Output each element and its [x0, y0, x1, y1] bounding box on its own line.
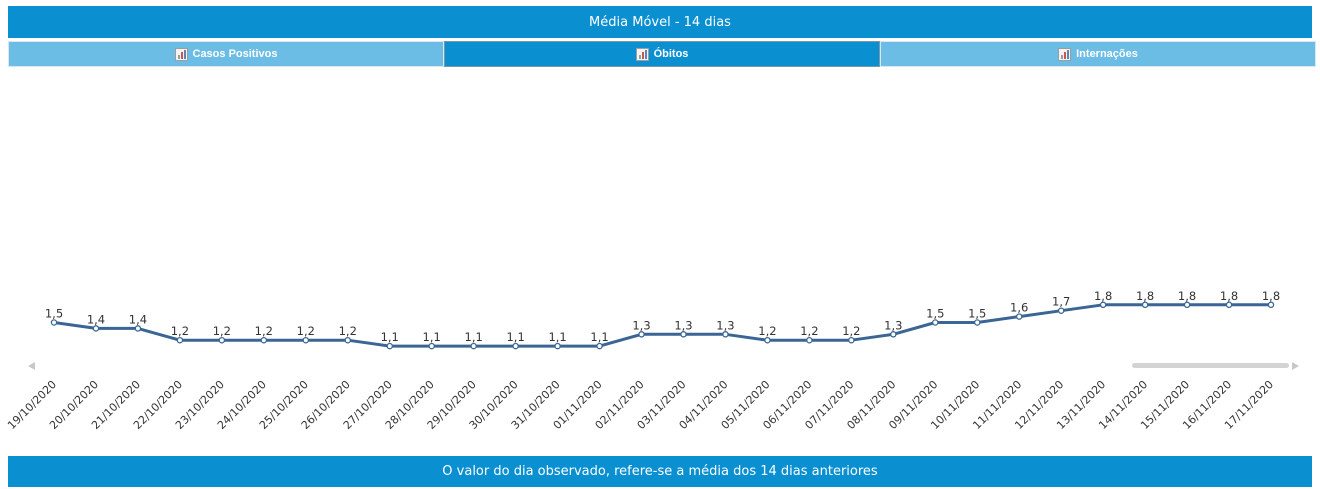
data-label: 1,3 [716, 318, 734, 332]
chart-title: Média Móvel - 14 dias [589, 14, 731, 30]
data-label: 1,1 [423, 330, 441, 344]
tab-label: Casos Positivos [192, 48, 278, 60]
data-label: 1,3 [674, 318, 692, 332]
data-point[interactable] [302, 336, 310, 344]
data-point[interactable] [428, 342, 435, 350]
tab-label: Óbitos [653, 48, 689, 60]
data-point[interactable] [890, 331, 897, 338]
data-label: 1,5 [968, 307, 986, 321]
data-point[interactable] [680, 331, 687, 338]
data-label: 1,8 [1094, 289, 1112, 303]
scrollbar-thumb[interactable] [1132, 363, 1289, 368]
bar-chart-icon [1058, 47, 1072, 61]
tab-internacoes[interactable]: Internações [880, 41, 1316, 67]
scroll-left-icon[interactable] [28, 362, 35, 370]
data-label: 1,8 [1262, 289, 1280, 303]
data-point[interactable] [1015, 313, 1023, 320]
data-point[interactable] [848, 336, 855, 344]
data-point[interactable] [1099, 301, 1107, 309]
data-point[interactable] [973, 319, 981, 326]
footer-note: O valor do dia observado, refere-se a mé… [442, 464, 878, 479]
data-label: 1,2 [339, 324, 357, 338]
data-label: 1,1 [381, 330, 399, 344]
data-label: 1,5 [45, 307, 63, 321]
data-point[interactable] [344, 336, 352, 344]
data-point[interactable] [554, 342, 561, 350]
moving-average-line-chart: 1,5 1,4 1,4 1,2 1,2 1,2 1,2 1,2 1,1 1,1 1,1 1,1 1,1 1… [5, 289, 1299, 432]
data-point[interactable] [1141, 301, 1149, 309]
data-point[interactable] [1057, 307, 1065, 314]
data-point[interactable] [512, 342, 519, 350]
data-label: 1,6 [1010, 301, 1028, 315]
data-point[interactable] [638, 331, 645, 338]
data-point[interactable] [596, 342, 603, 350]
data-point[interactable] [932, 319, 939, 326]
data-point[interactable] [764, 336, 771, 344]
chart-header: Média Móvel - 14 dias [8, 6, 1312, 38]
data-label: 1,1 [506, 330, 524, 344]
data-label: 1,2 [255, 324, 273, 338]
data-label: 1,5 [926, 307, 944, 321]
tab-bar: Casos Positivos Óbitos Internações [8, 41, 1316, 67]
tab-label: Internações [1076, 48, 1138, 60]
data-point[interactable] [806, 336, 813, 344]
data-point[interactable] [1183, 301, 1191, 309]
data-point[interactable] [50, 319, 58, 326]
data-point[interactable] [470, 342, 477, 350]
data-point[interactable] [134, 325, 142, 332]
tab-casos-positivos[interactable]: Casos Positivos [8, 41, 444, 67]
data-label: 1,7 [1052, 295, 1070, 309]
data-label: 1,8 [1220, 289, 1238, 303]
data-label: 1,2 [758, 324, 776, 338]
bar-chart-icon [174, 47, 188, 61]
bar-chart-icon [635, 47, 649, 61]
data-label: 1,2 [800, 324, 818, 338]
data-label: 1,3 [632, 318, 650, 332]
data-point[interactable] [386, 342, 393, 350]
data-point[interactable] [218, 336, 226, 344]
data-point[interactable] [260, 336, 268, 344]
data-point[interactable] [176, 336, 184, 344]
tab-obitos[interactable]: Óbitos [444, 41, 880, 67]
data-label: 1,2 [297, 324, 315, 338]
data-label: 1,4 [129, 312, 147, 326]
data-point[interactable] [1267, 301, 1275, 309]
chart-footer: O valor do dia observado, refere-se a mé… [8, 456, 1312, 487]
data-label: 1,2 [171, 324, 189, 338]
data-label: 1,1 [548, 330, 566, 344]
data-label: 1,2 [842, 324, 860, 338]
data-point[interactable] [1225, 301, 1233, 309]
data-label: 1,8 [1136, 289, 1154, 303]
series-line [52, 303, 1273, 348]
data-label: 1,8 [1178, 289, 1196, 303]
data-label: 1,1 [590, 330, 608, 344]
data-label: 1,3 [884, 318, 902, 332]
data-label: 1,4 [87, 312, 105, 326]
data-point[interactable] [722, 331, 729, 338]
data-label: 1,1 [465, 330, 483, 344]
data-point[interactable] [92, 325, 100, 332]
data-label: 1,2 [213, 324, 231, 338]
scroll-right-icon[interactable] [1292, 362, 1299, 370]
